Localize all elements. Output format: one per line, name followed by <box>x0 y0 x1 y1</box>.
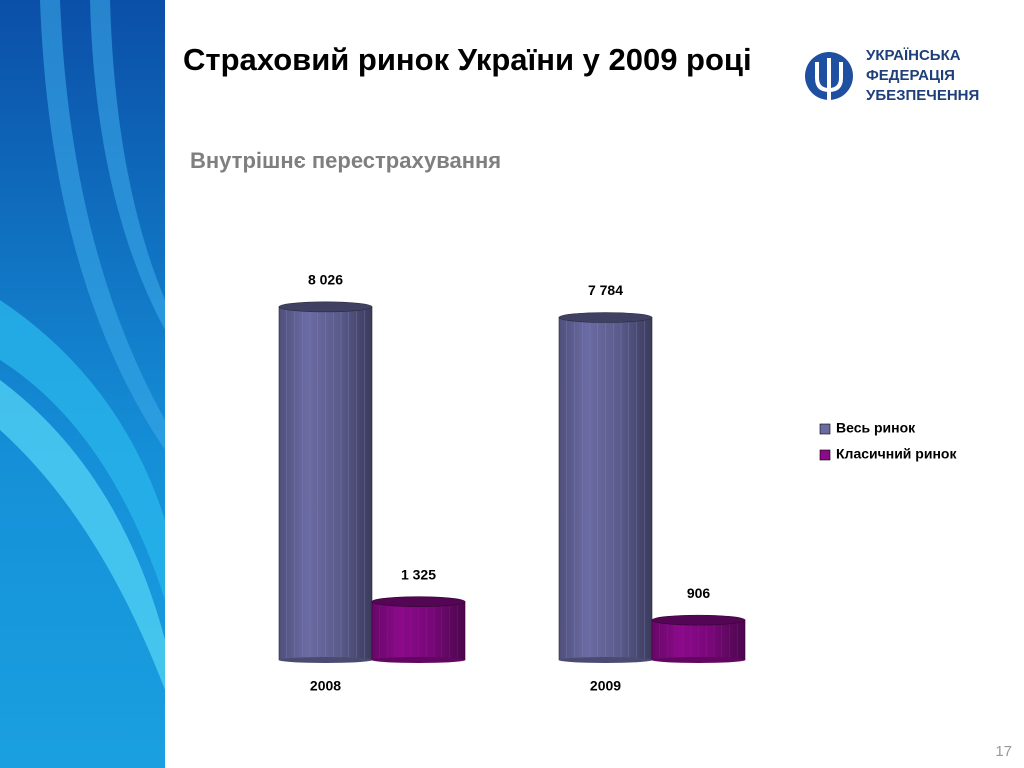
legend-swatch <box>819 423 831 435</box>
bar-bottom <box>559 657 652 663</box>
bar-bottom <box>372 657 465 663</box>
data-label: 1 325 <box>401 566 436 582</box>
logo-text: УКРАЇНСЬКА <box>866 47 961 64</box>
x-tick-label: 2008 <box>310 678 341 694</box>
data-label: 8 026 <box>308 272 343 288</box>
title-box: Страховий ринок України у 2009 році <box>183 42 752 77</box>
data-label: 7 784 <box>588 282 623 298</box>
bar-top <box>278 301 373 313</box>
legend-swatch <box>819 449 831 461</box>
x-tick-label: 2009 <box>590 678 621 694</box>
bar-bottom <box>652 657 745 663</box>
bar-top <box>558 312 653 323</box>
bar-top <box>651 614 746 626</box>
bar-bottom <box>279 657 372 663</box>
legend-label: Класичний ринок <box>836 446 957 462</box>
subtitle: Внутрішнє перестрахування <box>190 148 501 173</box>
page-number: 17 <box>995 743 1012 760</box>
side-band <box>0 0 165 768</box>
logo: УКРАЇНСЬКА ФЕДЕРАЦІЯ УБЕЗПЕЧЕННЯ <box>805 47 979 104</box>
legend-label: Весь ринок <box>836 420 916 436</box>
data-label: 906 <box>687 585 711 601</box>
logo-text: УБЕЗПЕЧЕННЯ <box>866 87 979 104</box>
logo-text: ФЕДЕРАЦІЯ <box>866 67 955 84</box>
bar-top <box>371 596 466 608</box>
chart-title: Страховий ринок України у 2009 році <box>183 42 752 77</box>
